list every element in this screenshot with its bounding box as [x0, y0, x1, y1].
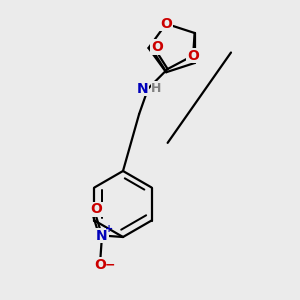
Text: N: N	[137, 82, 148, 95]
Text: O: O	[94, 258, 106, 272]
Text: O: O	[151, 40, 163, 54]
Text: O: O	[187, 49, 199, 62]
Text: H: H	[151, 82, 162, 95]
Text: +: +	[104, 224, 113, 234]
Text: −: −	[105, 258, 115, 271]
Text: N: N	[96, 229, 108, 242]
Text: O: O	[90, 202, 102, 216]
Text: O: O	[160, 17, 172, 31]
